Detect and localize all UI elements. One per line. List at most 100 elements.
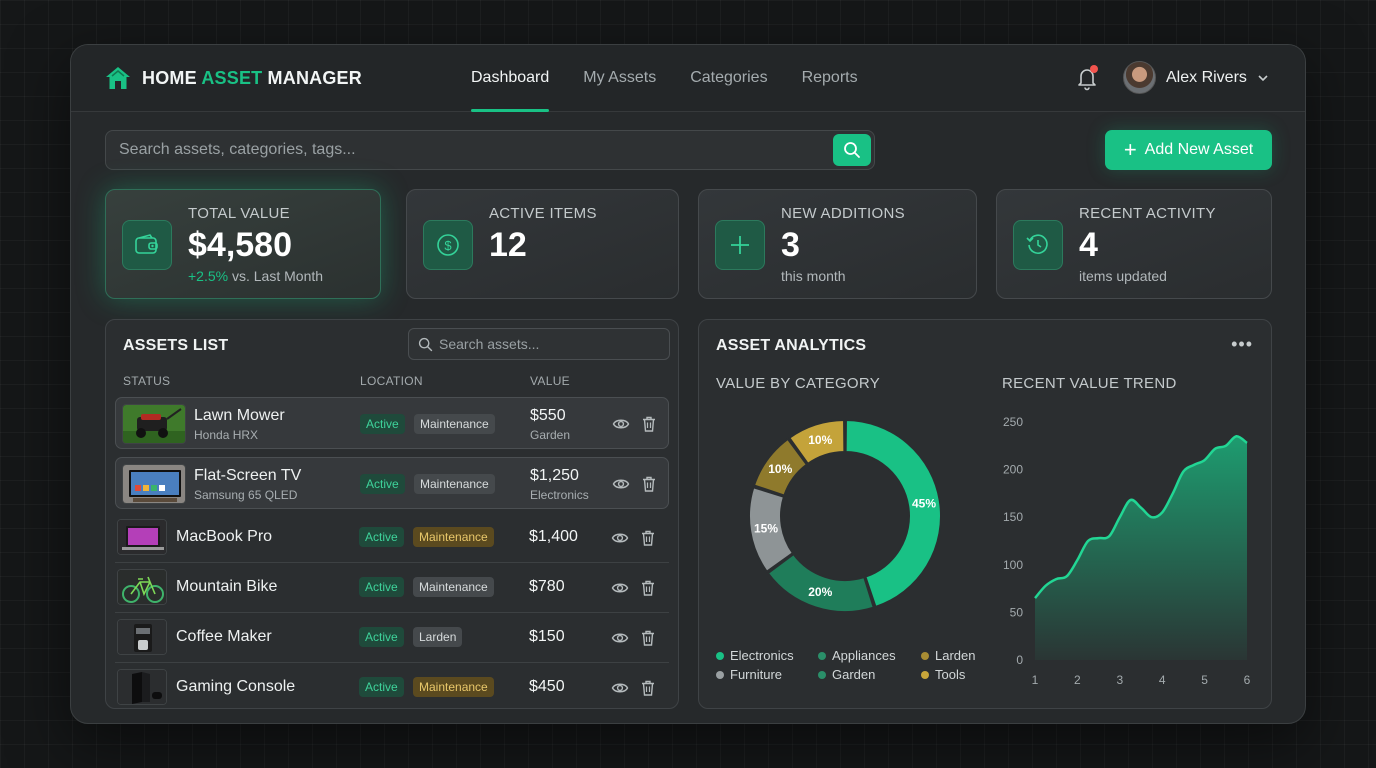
asset-name: Mountain Bike [176, 578, 278, 595]
legend-item[interactable]: Furniture [716, 667, 782, 682]
nav-dashboard[interactable]: Dashboard [471, 45, 550, 112]
assets-list-panel: ASSETS LIST STATUS LOCATION VALUE Lawn M… [105, 319, 679, 709]
trash-icon[interactable] [639, 679, 657, 697]
column-header-value[interactable]: VALUE [530, 374, 570, 388]
dollar-icon: $ [423, 220, 473, 270]
trash-icon[interactable] [639, 529, 657, 547]
asset-name: MacBook Pro [176, 528, 273, 545]
stat-card-active-items[interactable]: $ ACTIVE ITEMS 12 [406, 189, 679, 299]
user-menu[interactable]: Alex Rivers [1123, 61, 1269, 94]
trash-icon[interactable] [639, 629, 657, 647]
legend-item[interactable]: Appliances [818, 648, 896, 663]
table-row[interactable]: Lawn Mower Honda HRX Active Maintenance … [115, 397, 669, 449]
stat-card-total-value[interactable]: TOTAL VALUE $4,580 +2.5% vs. Last Month [105, 189, 381, 299]
add-new-asset-button[interactable]: + Add New Asset [1105, 130, 1272, 170]
stat-label: TOTAL VALUE [188, 205, 290, 222]
bell-icon [1078, 69, 1096, 91]
column-header-location[interactable]: LOCATION [360, 374, 423, 388]
trend-area [1035, 436, 1247, 660]
assets-search-input[interactable] [439, 329, 667, 359]
donut-slice-label: 20% [808, 585, 832, 599]
eye-icon[interactable] [612, 475, 630, 493]
app-logo[interactable]: HOME ASSET MANAGER [104, 64, 362, 92]
trash-icon[interactable] [640, 415, 658, 433]
column-header-status[interactable]: STATUS [123, 374, 171, 388]
search-input[interactable] [106, 131, 826, 169]
table-row[interactable]: Flat-Screen TV Samsung 65 QLED Active Ma… [115, 457, 669, 509]
eye-icon[interactable] [612, 415, 630, 433]
stat-label: ACTIVE ITEMS [489, 205, 597, 222]
stat-value: 4 [1079, 226, 1098, 264]
donut-slice-label: 45% [912, 496, 936, 510]
stat-sub: this month [781, 268, 846, 284]
stat-card-recent-activity[interactable]: RECENT ACTIVITY 4 items updated [996, 189, 1272, 299]
legend-swatch [818, 651, 826, 660]
tv-thumbnail [122, 464, 186, 504]
legend-item[interactable]: Tools [921, 667, 965, 682]
status-badge: Active [360, 474, 405, 494]
more-options-icon[interactable]: ••• [1231, 334, 1253, 354]
asset-value: $780 [529, 578, 565, 595]
donut-slice-label: 10% [768, 462, 792, 476]
eye-icon[interactable] [611, 529, 629, 547]
stat-sub: items updated [1079, 268, 1167, 284]
table-row[interactable]: MacBook Pro Active Maintenance $1,400 [115, 513, 669, 563]
legend-label: Furniture [730, 667, 783, 682]
nav-categories[interactable]: Categories [690, 69, 768, 86]
eye-icon[interactable] [611, 679, 629, 697]
nav-reports[interactable]: Reports [801, 69, 858, 86]
table-row[interactable]: Mountain Bike Active Maintenance $780 [115, 563, 669, 613]
history-icon [1013, 220, 1063, 270]
donut-slice[interactable] [766, 552, 876, 613]
stat-card-new-additions[interactable]: NEW ADDITIONS 3 this month [698, 189, 977, 299]
asset-category: Electronics [530, 488, 589, 502]
donut-slice[interactable] [748, 485, 795, 574]
table-row[interactable]: Coffee Maker Active Larden $150 [115, 613, 669, 663]
asset-model: Samsung 65 QLED [194, 488, 298, 502]
stat-value: 12 [489, 226, 527, 264]
trend-title: RECENT VALUE TREND [1002, 375, 1177, 392]
asset-value: $450 [529, 678, 565, 695]
asset-value: $550 [530, 407, 566, 424]
bike-thumbnail [117, 569, 167, 605]
assets-list-title: ASSETS LIST [123, 337, 229, 354]
search-icon [844, 142, 860, 158]
asset-value: $1,250 [530, 467, 579, 484]
asset-name: Lawn Mower [194, 407, 285, 424]
asset-category: Garden [530, 428, 571, 442]
trash-icon[interactable] [640, 475, 658, 493]
trend-chart: 0 50 100 150 200 250 1 2 3 4 5 6 [1003, 415, 1251, 687]
donut-slice[interactable] [844, 418, 942, 609]
y-tick-label: 150 [1003, 510, 1023, 524]
legend-swatch [716, 670, 724, 679]
asset-value: $1,400 [529, 528, 578, 545]
assets-search [408, 328, 670, 360]
x-tick-label: 4 [1159, 673, 1166, 687]
nav-my-assets[interactable]: My Assets [583, 69, 657, 86]
legend-swatch [818, 670, 826, 679]
table-row[interactable]: Gaming Console Active Maintenance $450 [115, 663, 669, 708]
search-button[interactable] [833, 134, 871, 166]
location-badge: Maintenance [414, 474, 495, 494]
donut-slice-label: 15% [754, 522, 778, 536]
status-badge: Active [359, 527, 404, 547]
eye-icon[interactable] [611, 629, 629, 647]
donut-slice[interactable] [752, 437, 809, 497]
stat-label: NEW ADDITIONS [781, 205, 905, 222]
global-search [105, 130, 875, 170]
eye-icon[interactable] [611, 579, 629, 597]
analytics-title: ASSET ANALYTICS [716, 337, 867, 354]
trash-icon[interactable] [639, 579, 657, 597]
legend-item[interactable]: Garden [818, 667, 875, 682]
home-icon [106, 67, 130, 89]
legend-item[interactable]: Larden [921, 648, 975, 663]
legend-item[interactable]: Electronics [716, 648, 794, 663]
donut-slice[interactable] [787, 418, 846, 466]
location-badge: Maintenance [414, 414, 495, 434]
notifications-button[interactable] [1075, 65, 1099, 91]
wallet-icon [122, 220, 172, 270]
status-badge: Active [359, 677, 404, 697]
stat-value: $4,580 [188, 226, 292, 264]
plus-icon [715, 220, 765, 270]
y-tick-label: 50 [1010, 605, 1024, 619]
